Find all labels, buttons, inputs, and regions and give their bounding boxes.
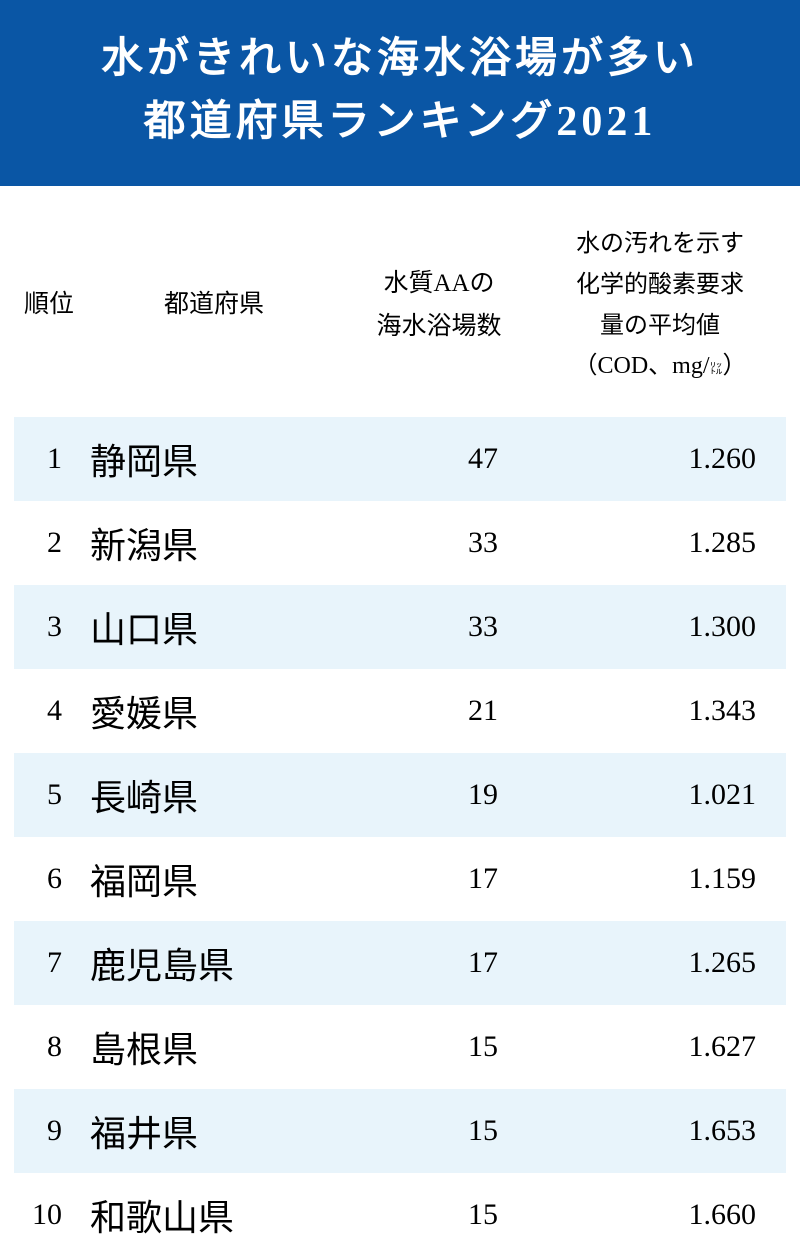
ranking-table-container: 順位 都道府県 水質AAの 海水浴場数 水の汚れを示す 化学的酸素要求 量の平均… xyxy=(0,186,800,1257)
cell-prefecture: 島根県 xyxy=(84,1005,344,1089)
table-row: 8島根県151.627 xyxy=(14,1005,786,1089)
cell-rank: 1 xyxy=(14,417,84,501)
cell-aa-count: 33 xyxy=(344,585,534,669)
col-header-rank: 順位 xyxy=(14,204,84,417)
title-line-2: 都道府県ランキング2021 xyxy=(144,99,657,145)
cell-prefecture: 新潟県 xyxy=(84,501,344,585)
table-row: 5長崎県191.021 xyxy=(14,753,786,837)
cell-rank: 6 xyxy=(14,837,84,921)
cell-prefecture: 福井県 xyxy=(84,1089,344,1173)
table-row: 4愛媛県211.343 xyxy=(14,669,786,753)
cell-cod: 1.300 xyxy=(534,585,786,669)
cell-rank: 9 xyxy=(14,1089,84,1173)
cell-cod: 1.343 xyxy=(534,669,786,753)
cell-rank: 3 xyxy=(14,585,84,669)
cell-cod: 1.285 xyxy=(534,501,786,585)
cell-cod: 1.265 xyxy=(534,921,786,1005)
cell-cod: 1.627 xyxy=(534,1005,786,1089)
cell-aa-count: 15 xyxy=(344,1005,534,1089)
page-title: 水がきれいな海水浴場が多い 都道府県ランキング2021 xyxy=(0,0,800,186)
col-header-cod: 水の汚れを示す 化学的酸素要求 量の平均値 （COD、mg/㍑） xyxy=(534,204,786,417)
cell-rank: 2 xyxy=(14,501,84,585)
cell-aa-count: 15 xyxy=(344,1089,534,1173)
table-row: 9福井県151.653 xyxy=(14,1089,786,1173)
table-row: 7鹿児島県171.265 xyxy=(14,921,786,1005)
cell-aa-count: 17 xyxy=(344,837,534,921)
cell-prefecture: 山口県 xyxy=(84,585,344,669)
cell-cod: 1.159 xyxy=(534,837,786,921)
ranking-table: 順位 都道府県 水質AAの 海水浴場数 水の汚れを示す 化学的酸素要求 量の平均… xyxy=(14,204,786,1257)
cell-cod: 1.660 xyxy=(534,1173,786,1257)
table-row: 3山口県331.300 xyxy=(14,585,786,669)
cell-cod: 1.260 xyxy=(534,417,786,501)
cell-prefecture: 長崎県 xyxy=(84,753,344,837)
cell-aa-count: 47 xyxy=(344,417,534,501)
cell-prefecture: 静岡県 xyxy=(84,417,344,501)
table-row: 2新潟県331.285 xyxy=(14,501,786,585)
col-header-prefecture: 都道府県 xyxy=(84,204,344,417)
cell-cod: 1.021 xyxy=(534,753,786,837)
cell-aa-count: 17 xyxy=(344,921,534,1005)
cell-rank: 5 xyxy=(14,753,84,837)
cell-prefecture: 愛媛県 xyxy=(84,669,344,753)
cell-rank: 10 xyxy=(14,1173,84,1257)
title-line-1: 水がきれいな海水浴場が多い xyxy=(101,36,699,82)
col-header-aa-count: 水質AAの 海水浴場数 xyxy=(344,204,534,417)
cell-rank: 4 xyxy=(14,669,84,753)
cell-aa-count: 33 xyxy=(344,501,534,585)
cell-prefecture: 福岡県 xyxy=(84,837,344,921)
cell-aa-count: 19 xyxy=(344,753,534,837)
cell-cod: 1.653 xyxy=(534,1089,786,1173)
table-header-row: 順位 都道府県 水質AAの 海水浴場数 水の汚れを示す 化学的酸素要求 量の平均… xyxy=(14,204,786,417)
cell-aa-count: 15 xyxy=(344,1173,534,1257)
table-row: 10和歌山県151.660 xyxy=(14,1173,786,1257)
table-row: 1静岡県471.260 xyxy=(14,417,786,501)
table-row: 6福岡県171.159 xyxy=(14,837,786,921)
cell-prefecture: 和歌山県 xyxy=(84,1173,344,1257)
cell-rank: 7 xyxy=(14,921,84,1005)
cell-rank: 8 xyxy=(14,1005,84,1089)
cell-aa-count: 21 xyxy=(344,669,534,753)
cell-prefecture: 鹿児島県 xyxy=(84,921,344,1005)
